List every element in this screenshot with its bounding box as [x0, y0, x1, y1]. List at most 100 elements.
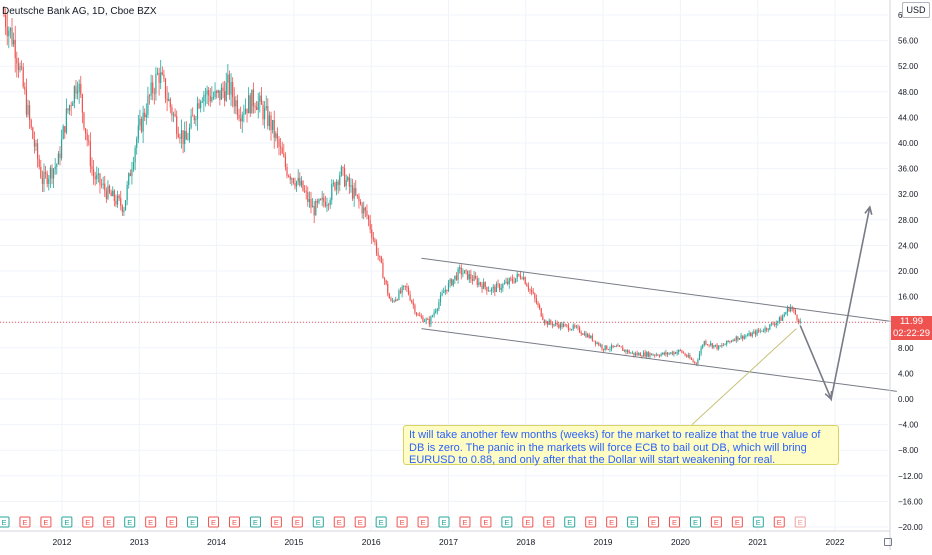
candle-body	[243, 113, 245, 115]
candle-body	[273, 119, 275, 138]
candle-body	[324, 201, 326, 207]
earnings-marker-label: E	[274, 518, 279, 527]
candle-body	[799, 320, 801, 323]
earnings-marker	[124, 516, 136, 528]
candle-body	[753, 331, 755, 334]
earnings-marker	[145, 516, 157, 528]
candles	[3, 5, 801, 367]
earnings-marker	[417, 516, 429, 528]
candle-body	[97, 173, 99, 175]
candle-body	[217, 90, 219, 93]
candle-body	[572, 325, 574, 330]
candle-body	[515, 278, 517, 283]
candle-body	[617, 345, 619, 347]
earnings-marker	[61, 516, 73, 528]
y-tick-label: 44.00	[898, 113, 919, 122]
earnings-marker-label: E	[756, 518, 761, 527]
candle-body	[730, 341, 733, 342]
candle-body	[729, 341, 731, 342]
candle-body	[527, 286, 530, 290]
candle-body	[722, 345, 725, 346]
candle-body	[588, 334, 590, 338]
candle-body	[355, 188, 357, 195]
candle-body	[706, 344, 709, 346]
annotation-callout[interactable]: It will take another few months (weeks) …	[403, 425, 839, 466]
candle-body	[435, 311, 437, 313]
candle-body	[113, 190, 115, 201]
candle-body	[303, 190, 306, 192]
candle-body	[674, 352, 677, 354]
candle-body	[559, 323, 561, 328]
candle-body	[666, 352, 669, 355]
earnings-marker	[606, 516, 618, 528]
candle-body	[486, 286, 488, 291]
candle-body	[444, 289, 446, 293]
candle-body	[766, 327, 768, 330]
candle-body	[315, 200, 317, 216]
earnings-marker	[249, 516, 261, 528]
candle-body	[374, 239, 376, 243]
candle-body	[225, 82, 227, 101]
candle-body	[371, 229, 373, 238]
candle-body	[59, 153, 61, 159]
earnings-marker-label: E	[43, 518, 48, 527]
candle-body	[196, 103, 199, 120]
x-tick-label: 2017	[439, 537, 458, 547]
candle-body	[212, 96, 215, 98]
earnings-marker-label: E	[777, 518, 782, 527]
candle-body	[348, 177, 350, 187]
candle-body	[702, 345, 704, 348]
candle-body	[516, 274, 518, 279]
candle-body	[783, 314, 785, 317]
symbol-title[interactable]: Deutsche Bank AG, 1D, Cboe BZX	[2, 6, 157, 17]
candle-body	[345, 180, 347, 187]
candle-body	[569, 329, 571, 331]
candle-body	[57, 153, 59, 165]
candle-body	[743, 336, 745, 339]
candle-body	[390, 298, 392, 301]
candle-body	[487, 290, 490, 292]
earnings-marker	[333, 516, 345, 528]
earnings-marker-label: E	[379, 518, 384, 527]
candle-body	[655, 354, 657, 356]
candle-body	[535, 298, 538, 304]
candle-body	[305, 191, 307, 193]
earnings-marker	[82, 516, 94, 528]
candle-body	[425, 319, 427, 322]
currency-badge[interactable]: USD	[902, 2, 930, 18]
earnings-marker	[564, 516, 576, 528]
candle-body	[206, 90, 208, 95]
drawings[interactable]	[0, 205, 897, 425]
earnings-marker-label: E	[400, 518, 405, 527]
candle-body	[232, 82, 234, 98]
candle-body	[204, 94, 207, 96]
settings-square-icon[interactable]	[884, 538, 892, 546]
candle-body	[519, 275, 522, 279]
earnings-marker	[375, 516, 387, 528]
candle-body	[703, 341, 705, 346]
earnings-marker	[710, 516, 722, 528]
candle-body	[716, 344, 718, 349]
candle-body	[238, 115, 240, 119]
candle-body	[604, 345, 606, 350]
candle-body	[556, 322, 558, 325]
candle-body	[64, 126, 66, 133]
candle-body	[551, 323, 554, 326]
candle-body	[249, 95, 251, 114]
candle-body	[543, 319, 546, 323]
candle-body	[737, 336, 739, 340]
candle-body	[41, 177, 43, 185]
candle-body	[70, 105, 72, 107]
candle-body	[598, 342, 600, 346]
candle-body	[299, 177, 301, 186]
candle-body	[518, 274, 520, 276]
candle-body	[526, 284, 528, 287]
candle-body	[524, 277, 526, 285]
candle-body	[227, 74, 229, 83]
candle-body	[366, 210, 368, 216]
candle-body	[422, 317, 424, 322]
candle-body	[750, 333, 752, 337]
